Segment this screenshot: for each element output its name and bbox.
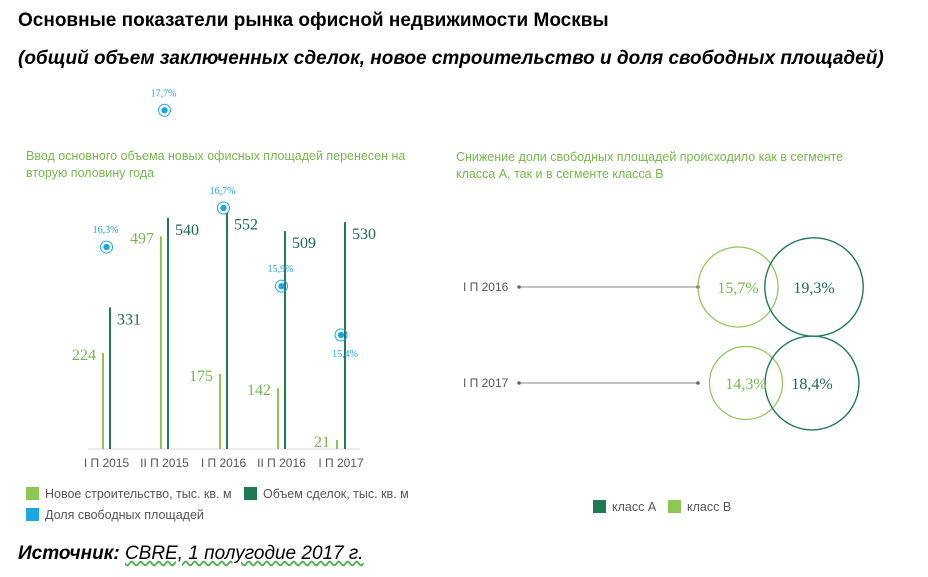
vacancy-label: 15,4% bbox=[332, 349, 358, 360]
legend-swatch-class-a bbox=[593, 500, 606, 513]
vacancy-marker bbox=[278, 282, 285, 290]
source-value: CBRE, 1 полугодие 2017 г. bbox=[124, 543, 364, 564]
row-connector-dot bbox=[517, 285, 521, 289]
legend-label-new: Новое строительство, тыс. кв. м bbox=[45, 487, 232, 501]
vacancy-label: 17,7% bbox=[151, 88, 177, 99]
vacancy-label: 16,7% bbox=[210, 186, 236, 197]
data-label-new: 497 bbox=[130, 230, 154, 247]
page-subtitle: (общий объем заключенных сделок, новое с… bbox=[18, 48, 884, 69]
right-chart-caption: Снижение доли свободных площадей происхо… bbox=[456, 150, 844, 181]
data-label-deals: 509 bbox=[292, 235, 316, 252]
left-chart-caption: Ввод основного объема новых офисных площ… bbox=[26, 149, 406, 180]
vacancy-marker bbox=[103, 243, 110, 251]
x-tick-label: I П 2016 bbox=[201, 456, 247, 470]
data-label-deals: 530 bbox=[352, 226, 376, 243]
source-label: Источник: bbox=[18, 543, 120, 564]
bubble-label-class-b: 15,7% bbox=[717, 280, 758, 297]
vacancy-label: 15,9% bbox=[268, 264, 294, 275]
source-note: Источник: CBRE, 1 полугодие 2017 г. bbox=[18, 543, 364, 565]
row-connector-dot bbox=[696, 381, 700, 385]
row-connector-dot bbox=[517, 381, 521, 385]
vacancy-marker bbox=[161, 107, 168, 114]
vacancy-marker bbox=[337, 331, 345, 339]
data-label-deals: 540 bbox=[175, 222, 199, 239]
vacancy-marker-ring bbox=[100, 240, 113, 254]
legend-label-vacancy: Доля свободных площадей bbox=[45, 508, 204, 522]
legend-label-class-b: класс В bbox=[687, 500, 732, 514]
bubble-class-b bbox=[697, 246, 779, 328]
vacancy-marker bbox=[220, 204, 227, 212]
x-tick-label: II П 2015 bbox=[140, 456, 189, 470]
bubble-label-class-a: 18,4% bbox=[791, 376, 832, 393]
legend-swatch-class-b bbox=[668, 500, 681, 513]
bubble-label-class-b: 14,3% bbox=[725, 376, 766, 393]
vacancy-marker-ring bbox=[158, 103, 171, 117]
bubble-class-a bbox=[764, 335, 860, 431]
legend-vacancy: Доля свободных площадей bbox=[26, 508, 204, 522]
data-label-deals: 552 bbox=[234, 217, 258, 234]
row-label: I П 2017 bbox=[463, 376, 509, 390]
legend-class-b: класс В bbox=[668, 500, 731, 514]
legend-label-class-a: класс А bbox=[612, 500, 657, 514]
vacancy-marker-ring bbox=[217, 201, 230, 215]
legend-class-a: класс А bbox=[593, 500, 656, 514]
x-tick-label: I П 2015 bbox=[84, 456, 130, 470]
legend-label-deals: Объем сделок, тыс. кв. м bbox=[263, 487, 409, 501]
vacancy-marker-ring bbox=[275, 279, 288, 293]
data-label-new: 142 bbox=[247, 382, 271, 399]
bubble-label-class-a: 19,3% bbox=[793, 280, 834, 297]
legend-deals: Объем сделок, тыс. кв. м bbox=[244, 487, 409, 501]
vacancy-marker-ring bbox=[334, 328, 348, 342]
row-label: I П 2016 bbox=[463, 280, 509, 294]
x-tick-label: I П 2017 bbox=[318, 456, 364, 470]
x-tick-label: II П 2016 bbox=[257, 456, 306, 470]
page-title: Основные показатели рынка офисной недвиж… bbox=[18, 10, 609, 31]
legend-swatch-vacancy bbox=[26, 508, 39, 521]
data-label-deals: 331 bbox=[117, 311, 141, 328]
data-label-new: 224 bbox=[72, 347, 96, 364]
legend-swatch-new bbox=[26, 487, 39, 500]
legend-new-construction: Новое строительство, тыс. кв. м bbox=[26, 487, 232, 501]
legend-swatch-deals bbox=[244, 487, 257, 500]
bubble-class-b bbox=[708, 345, 784, 421]
data-label-new: 175 bbox=[189, 368, 213, 385]
data-label-new: 21 bbox=[314, 434, 330, 451]
vacancy-label: 16,3% bbox=[93, 225, 119, 236]
